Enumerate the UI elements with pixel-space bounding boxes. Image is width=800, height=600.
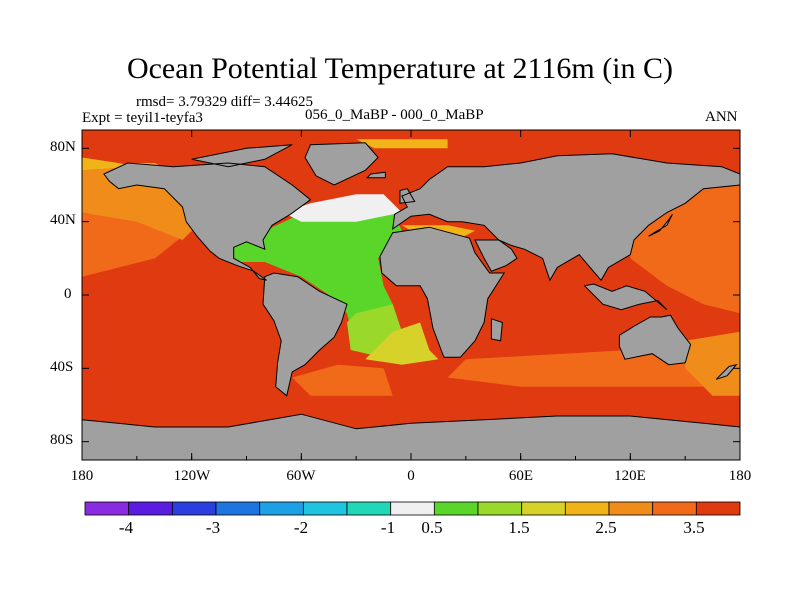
colorbar-box [695,501,741,516]
south-atlantic-field [292,364,393,396]
colorbar-box [652,501,697,516]
land-madagascar [491,318,503,341]
lon-label-60w: 60W [286,468,316,484]
land-eurasia [392,153,740,281]
land-new-zealand [716,364,737,380]
land-australia [619,315,691,365]
map-title: Ocean Potential Temperature at 2116m (in… [126,52,674,85]
colorbar-box [302,501,348,516]
temperature-field [82,130,740,460]
coast-japan [648,214,673,237]
land-indonesia [584,284,667,310]
lon-label-180e: 180 [728,468,752,484]
lon-label-120e: 120E [614,468,646,484]
colorbar-box [521,501,566,516]
lat-label-40s: 40S [50,359,74,375]
colorbar-box [390,501,435,516]
tasman-field [685,331,740,396]
colorbar-label: 2.5 [595,518,617,537]
coast-madagascar [490,318,503,342]
colorbar-label: 1.5 [508,518,530,537]
land-north-america [103,163,311,281]
land-iceland [367,172,386,178]
coast-arabia [474,239,518,272]
lon-label-60e: 60E [508,468,534,484]
colorbar-label: 0.5 [421,518,443,537]
coast-uk [399,188,416,204]
colorbar-box [346,501,392,516]
coast-north-america [103,162,312,281]
coastlines [81,142,741,461]
colorbar-box [128,501,173,516]
lon-label-120w: 120W [173,468,211,484]
colorbar-box [477,501,523,516]
colorbar-label: -4 [118,518,134,537]
coast-africa [379,226,506,358]
colorbar-label: 3.5 [683,518,705,537]
lat-label-80s: 80S [50,432,74,448]
colorbar-box [84,501,130,516]
arctic-field [356,139,448,149]
colorbar-box [215,501,261,516]
coast-iceland [365,171,386,179]
season-text: ANN [705,109,738,125]
colorbar-box [608,501,654,516]
coast-new-zealand [715,363,738,380]
coast-indonesia [583,283,668,311]
coast-greenland [304,142,379,186]
axis-ticks [81,130,741,460]
lon-label-0: 0 [407,468,415,484]
experiment-text: Expt = teyil1-teyfa3 [82,110,203,126]
colorbar-label: -3 [205,518,221,537]
lat-label-40n: 40N [50,212,76,228]
coast-south-america [262,272,348,397]
colorbar-label: -1 [380,518,396,537]
north-atlantic-white [283,194,402,222]
land-greenland [305,142,379,185]
north-pacific-light-field [82,166,201,240]
lon-label-180w: 180 [70,468,94,484]
land-arctic-islands [191,144,293,167]
colorbar-box [433,501,479,516]
comparison-text: 056_0_MaBP - 000_0_MaBP [305,107,484,123]
coast-arctic-islands [191,144,293,168]
colorbar-box [171,501,217,516]
colorbar-box [564,501,610,516]
colorbar-box [259,501,304,516]
colorbar [84,501,741,516]
lat-label-0: 0 [64,286,72,302]
land-arabia [475,240,517,272]
south-atlantic-yellow-green [365,322,439,365]
land-africa [379,227,505,358]
coast-australia [618,314,692,366]
rmsd-diff-text: rmsd= 3.79329 diff= 3.44625 [136,94,314,110]
land-antarctica [82,414,740,460]
colorbar-label: -2 [293,518,309,537]
land-south-america [263,273,347,396]
lat-label-80n: 80N [50,139,76,155]
